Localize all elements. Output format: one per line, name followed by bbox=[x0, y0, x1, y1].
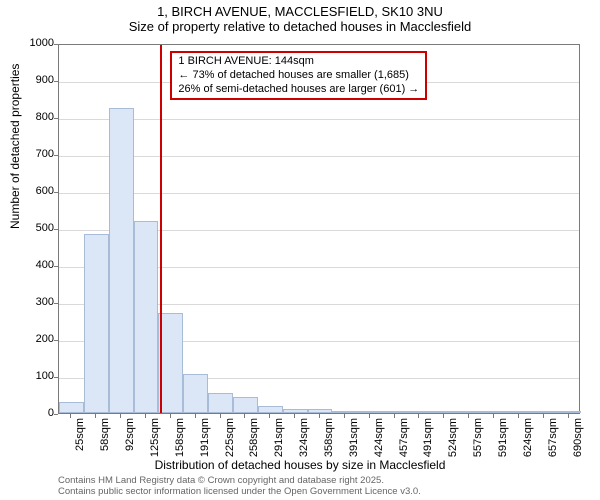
histogram-bar bbox=[482, 411, 507, 413]
y-tick-label: 500 bbox=[14, 222, 54, 234]
histogram-bar bbox=[84, 234, 109, 413]
x-tick-label: 424sqm bbox=[373, 418, 385, 468]
y-axis-label: Number of detached properties bbox=[8, 64, 22, 229]
y-tick-mark bbox=[54, 44, 58, 45]
x-tick-mark bbox=[369, 414, 370, 418]
histogram-bar bbox=[233, 397, 258, 413]
x-tick-label: 125sqm bbox=[149, 418, 161, 468]
x-tick-mark bbox=[220, 414, 221, 418]
x-tick-mark bbox=[170, 414, 171, 418]
histogram-bar bbox=[308, 409, 333, 413]
x-tick-label: 391sqm bbox=[348, 418, 360, 468]
gridline bbox=[59, 193, 579, 194]
y-tick-mark bbox=[54, 414, 58, 415]
footer-attribution: Contains HM Land Registry data © Crown c… bbox=[58, 476, 421, 498]
x-tick-mark bbox=[319, 414, 320, 418]
x-tick-mark bbox=[443, 414, 444, 418]
histogram-bar bbox=[556, 411, 581, 413]
x-tick-mark bbox=[145, 414, 146, 418]
x-tick-label: 191sqm bbox=[199, 418, 211, 468]
y-tick-mark bbox=[54, 118, 58, 119]
x-tick-label: 225sqm bbox=[224, 418, 236, 468]
y-tick-mark bbox=[54, 229, 58, 230]
histogram-bar bbox=[59, 402, 84, 413]
x-tick-mark bbox=[493, 414, 494, 418]
annotation-line1: 1 BIRCH AVENUE: 144sqm bbox=[178, 55, 419, 69]
y-tick-label: 200 bbox=[14, 333, 54, 345]
y-tick-mark bbox=[54, 303, 58, 304]
annotation-line3: 26% of semi-detached houses are larger (… bbox=[178, 83, 419, 97]
chart-title-line2: Size of property relative to detached ho… bbox=[0, 19, 600, 34]
x-tick-label: 25sqm bbox=[74, 418, 86, 468]
y-tick-label: 600 bbox=[14, 185, 54, 197]
histogram-bar bbox=[432, 411, 457, 413]
annotation-line2: ← 73% of detached houses are smaller (1,… bbox=[178, 69, 419, 83]
histogram-bar bbox=[531, 411, 556, 413]
x-tick-label: 524sqm bbox=[447, 418, 459, 468]
histogram-bar bbox=[357, 411, 382, 413]
histogram-bar bbox=[332, 411, 357, 413]
x-tick-mark bbox=[543, 414, 544, 418]
y-tick-label: 800 bbox=[14, 111, 54, 123]
x-tick-label: 690sqm bbox=[572, 418, 584, 468]
histogram-bar bbox=[407, 411, 432, 413]
x-tick-label: 657sqm bbox=[547, 418, 559, 468]
histogram-bar bbox=[134, 221, 159, 413]
y-tick-label: 700 bbox=[14, 148, 54, 160]
x-tick-mark bbox=[418, 414, 419, 418]
x-tick-mark bbox=[195, 414, 196, 418]
y-tick-label: 0 bbox=[14, 407, 54, 419]
histogram-bar bbox=[457, 411, 482, 413]
y-tick-mark bbox=[54, 266, 58, 267]
x-tick-mark bbox=[120, 414, 121, 418]
y-tick-mark bbox=[54, 192, 58, 193]
plot-area: 1 BIRCH AVENUE: 144sqm← 73% of detached … bbox=[58, 44, 580, 414]
x-tick-label: 457sqm bbox=[398, 418, 410, 468]
x-tick-label: 591sqm bbox=[497, 418, 509, 468]
x-tick-mark bbox=[518, 414, 519, 418]
x-tick-mark bbox=[70, 414, 71, 418]
x-tick-label: 92sqm bbox=[124, 418, 136, 468]
y-tick-mark bbox=[54, 155, 58, 156]
y-tick-mark bbox=[54, 81, 58, 82]
x-tick-mark bbox=[244, 414, 245, 418]
x-tick-label: 258sqm bbox=[248, 418, 260, 468]
x-tick-label: 158sqm bbox=[174, 418, 186, 468]
histogram-bar bbox=[382, 411, 407, 413]
histogram-bar bbox=[183, 374, 208, 413]
footer-line2: Contains public sector information licen… bbox=[58, 487, 421, 498]
chart-container: { "title1": "1, BIRCH AVENUE, MACCLESFIE… bbox=[0, 0, 600, 500]
gridline bbox=[59, 119, 579, 120]
x-tick-mark bbox=[568, 414, 569, 418]
annotation-box: 1 BIRCH AVENUE: 144sqm← 73% of detached … bbox=[170, 51, 427, 100]
x-tick-label: 58sqm bbox=[99, 418, 111, 468]
y-tick-mark bbox=[54, 377, 58, 378]
y-tick-label: 100 bbox=[14, 370, 54, 382]
x-tick-mark bbox=[269, 414, 270, 418]
histogram-bar bbox=[109, 108, 134, 413]
x-tick-label: 358sqm bbox=[323, 418, 335, 468]
x-tick-mark bbox=[344, 414, 345, 418]
gridline bbox=[59, 156, 579, 157]
y-tick-mark bbox=[54, 340, 58, 341]
x-tick-label: 491sqm bbox=[422, 418, 434, 468]
histogram-bar bbox=[506, 411, 531, 413]
x-tick-mark bbox=[294, 414, 295, 418]
histogram-bar bbox=[283, 409, 308, 413]
y-tick-label: 900 bbox=[14, 74, 54, 86]
chart-title-line1: 1, BIRCH AVENUE, MACCLESFIELD, SK10 3NU bbox=[0, 4, 600, 19]
marker-line bbox=[160, 45, 162, 413]
x-tick-label: 624sqm bbox=[522, 418, 534, 468]
y-tick-label: 300 bbox=[14, 296, 54, 308]
x-tick-mark bbox=[95, 414, 96, 418]
x-tick-label: 291sqm bbox=[273, 418, 285, 468]
histogram-bar bbox=[258, 406, 283, 413]
x-tick-mark bbox=[394, 414, 395, 418]
y-tick-label: 400 bbox=[14, 259, 54, 271]
x-tick-label: 324sqm bbox=[298, 418, 310, 468]
x-tick-mark bbox=[468, 414, 469, 418]
y-tick-label: 1000 bbox=[14, 37, 54, 49]
x-tick-label: 557sqm bbox=[472, 418, 484, 468]
histogram-bar bbox=[208, 393, 233, 413]
